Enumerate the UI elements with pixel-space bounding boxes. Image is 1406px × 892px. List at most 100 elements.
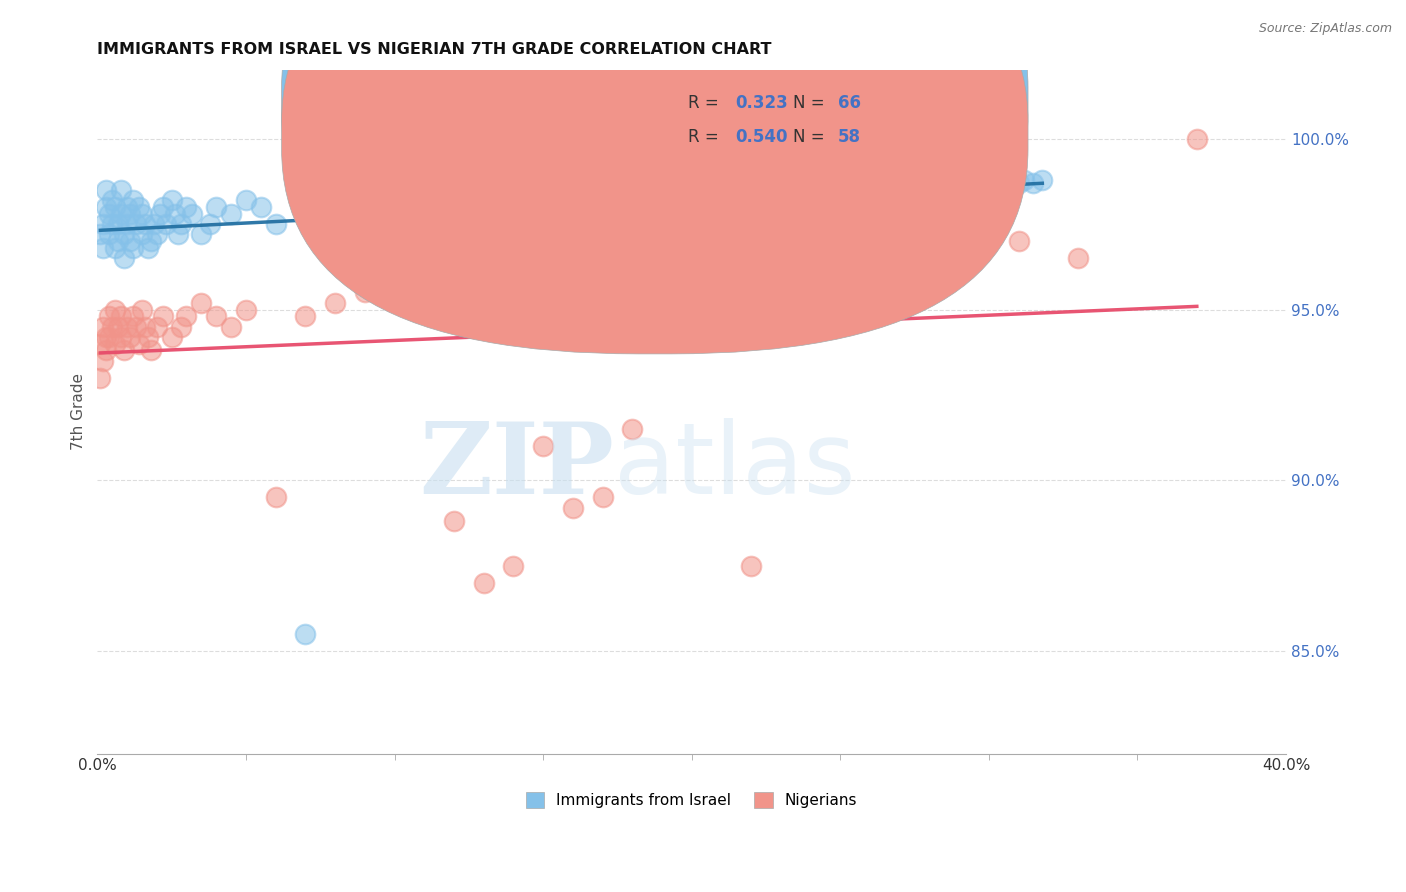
Point (136, 330, 159, 344)
Point (122, 241, 145, 255)
Text: R =: R = (688, 128, 724, 146)
Point (139, 343, 162, 358)
Point (769, 268, 792, 283)
Point (472, 575, 495, 590)
Point (740, 558, 762, 573)
Point (128, 200, 150, 214)
Text: IMMIGRANTS FROM ISRAEL VS NIGERIAN 7TH GRADE CORRELATION CHART: IMMIGRANTS FROM ISRAEL VS NIGERIAN 7TH G… (97, 42, 772, 57)
Point (98, 310, 121, 324)
Point (122, 193, 145, 207)
Point (166, 227, 188, 242)
Point (323, 217, 346, 231)
Point (948, 172, 970, 186)
Point (125, 217, 148, 231)
Point (98, 207, 121, 221)
Point (152, 310, 174, 324)
Point (160, 330, 183, 344)
Text: ZIP: ZIP (419, 418, 614, 515)
Text: 58: 58 (838, 128, 860, 146)
Point (110, 207, 132, 221)
Point (107, 319, 129, 334)
Point (219, 319, 242, 334)
Point (96, 343, 118, 358)
Point (112, 227, 135, 242)
Legend: Immigrants from Israel, Nigerians: Immigrants from Israel, Nigerians (520, 786, 863, 814)
Point (235, 302, 257, 317)
Point (110, 310, 132, 324)
Point (160, 193, 183, 207)
Point (115, 217, 138, 231)
Text: atlas: atlas (614, 418, 856, 515)
Point (681, 179, 703, 194)
Point (134, 319, 156, 334)
Point (115, 200, 138, 214)
Point (443, 514, 465, 528)
Point (264, 491, 287, 505)
Point (89, 371, 111, 385)
Point (112, 252, 135, 266)
Text: 66: 66 (838, 95, 860, 112)
Point (104, 336, 127, 351)
Point (98, 227, 121, 242)
Point (142, 217, 165, 231)
Point (918, 252, 941, 266)
Point (104, 241, 127, 255)
Point (190, 227, 212, 242)
Point (128, 336, 150, 351)
Point (531, 186, 554, 201)
Point (125, 319, 148, 334)
Point (101, 217, 124, 231)
Point (830, 258, 852, 272)
Point (830, 179, 852, 194)
Point (1007, 234, 1029, 248)
Point (134, 217, 156, 231)
Point (115, 319, 138, 334)
Point (181, 207, 204, 221)
Point (96, 183, 118, 197)
Point (413, 295, 436, 310)
Point (681, 261, 703, 276)
Point (152, 200, 174, 214)
Point (323, 295, 346, 310)
Point (1007, 176, 1029, 190)
Point (139, 234, 162, 248)
Point (294, 627, 316, 641)
Point (621, 183, 644, 197)
FancyBboxPatch shape (624, 79, 908, 161)
Point (118, 207, 141, 221)
Point (948, 241, 970, 255)
Point (118, 330, 141, 344)
Point (249, 200, 271, 214)
Point (1031, 172, 1053, 186)
Point (91, 241, 114, 255)
Point (136, 241, 159, 255)
Point (531, 439, 554, 453)
Point (592, 491, 614, 505)
Point (122, 310, 145, 324)
Point (91, 217, 114, 231)
Point (264, 217, 287, 231)
Point (101, 319, 124, 334)
FancyBboxPatch shape (281, 0, 1028, 354)
Point (91, 319, 114, 334)
Point (163, 207, 186, 221)
Point (1022, 176, 1045, 190)
Y-axis label: 7th Grade: 7th Grade (72, 374, 86, 450)
Point (104, 200, 127, 214)
Point (146, 319, 169, 334)
Point (621, 422, 644, 436)
Point (384, 200, 406, 214)
Point (889, 268, 911, 283)
Point (149, 207, 172, 221)
Point (977, 176, 1000, 190)
Point (131, 227, 153, 242)
Point (176, 310, 198, 324)
Point (993, 172, 1015, 186)
Point (104, 302, 127, 317)
Point (96, 330, 118, 344)
Point (169, 217, 191, 231)
Point (353, 285, 375, 300)
Point (98, 330, 121, 344)
Point (1185, 132, 1208, 146)
Point (710, 275, 733, 289)
